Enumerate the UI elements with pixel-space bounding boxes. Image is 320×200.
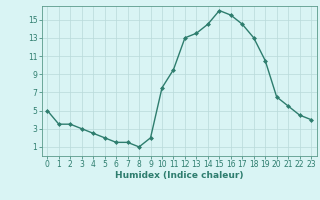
X-axis label: Humidex (Indice chaleur): Humidex (Indice chaleur) <box>115 171 244 180</box>
